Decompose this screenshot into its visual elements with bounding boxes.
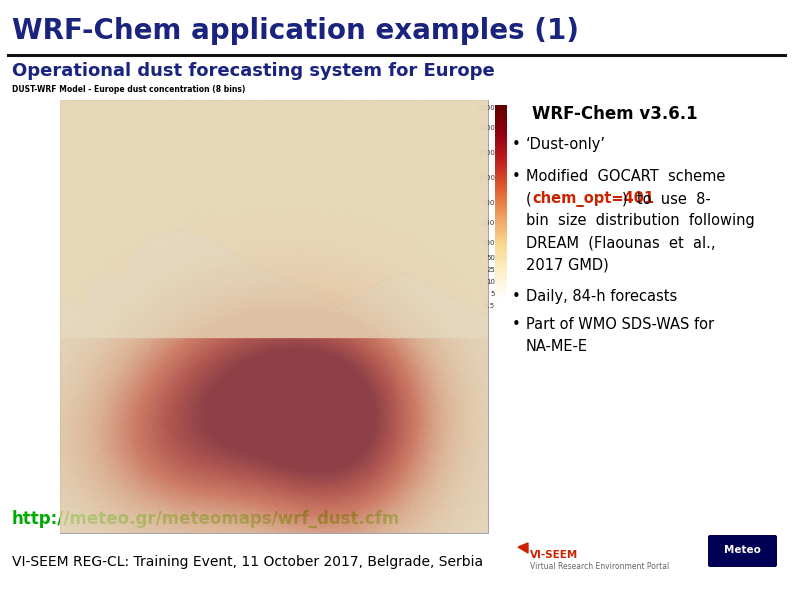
Text: 1500: 1500 <box>477 150 495 156</box>
Text: •: • <box>512 169 521 184</box>
FancyBboxPatch shape <box>60 100 488 533</box>
Text: •: • <box>512 317 521 332</box>
Text: DREAM  (Flaounas  et  al.,: DREAM (Flaounas et al., <box>526 235 715 250</box>
Text: 5: 5 <box>491 291 495 297</box>
Text: DUST-WRF Model - Europe dust concentration (8 bins): DUST-WRF Model - Europe dust concentrati… <box>12 85 245 94</box>
Text: WRF-Chem v3.6.1: WRF-Chem v3.6.1 <box>532 105 698 123</box>
Text: 2000: 2000 <box>477 125 495 131</box>
Text: •: • <box>512 137 521 152</box>
Text: 100: 100 <box>481 240 495 246</box>
Text: 10: 10 <box>486 279 495 285</box>
Text: Part of WMO SDS-WAS for: Part of WMO SDS-WAS for <box>526 317 714 332</box>
Text: 1000: 1000 <box>477 175 495 181</box>
Text: NA-ME-E: NA-ME-E <box>526 339 588 354</box>
Polygon shape <box>518 543 528 553</box>
Text: bin  size  distribution  following: bin size distribution following <box>526 213 755 228</box>
Text: Modified  GOCART  scheme: Modified GOCART scheme <box>526 169 726 184</box>
Text: WRF-Chem application examples (1): WRF-Chem application examples (1) <box>12 17 579 45</box>
Text: VI-SEEM: VI-SEEM <box>530 550 578 560</box>
Text: 2500: 2500 <box>477 105 495 111</box>
Text: ‘Dust-only’: ‘Dust-only’ <box>526 137 606 152</box>
Polygon shape <box>60 100 488 317</box>
Text: 50: 50 <box>486 255 495 261</box>
Text: VI-SEEM REG-CL: Training Event, 11 October 2017, Belgrade, Serbia: VI-SEEM REG-CL: Training Event, 11 Octob… <box>12 555 483 569</box>
Text: Meteo: Meteo <box>723 545 760 555</box>
Text: 2017 GMD): 2017 GMD) <box>526 257 609 272</box>
Text: Virtual Research Environment Portal: Virtual Research Environment Portal <box>530 562 669 571</box>
Text: 250: 250 <box>482 220 495 226</box>
Text: http://meteo.gr/meteomaps/wrf_dust.cfm: http://meteo.gr/meteomaps/wrf_dust.cfm <box>12 510 400 528</box>
Text: chem_opt=401: chem_opt=401 <box>532 191 654 207</box>
FancyBboxPatch shape <box>708 535 777 567</box>
Text: )  to  use  8-: ) to use 8- <box>622 191 711 206</box>
Text: 0.5: 0.5 <box>484 303 495 309</box>
Text: •: • <box>512 289 521 304</box>
Text: 25: 25 <box>486 267 495 273</box>
Text: 500: 500 <box>481 200 495 206</box>
Text: Daily, 84-h forecasts: Daily, 84-h forecasts <box>526 289 677 304</box>
Text: Operational dust forecasting system for Europe: Operational dust forecasting system for … <box>12 62 495 80</box>
Text: (: ( <box>526 191 532 206</box>
